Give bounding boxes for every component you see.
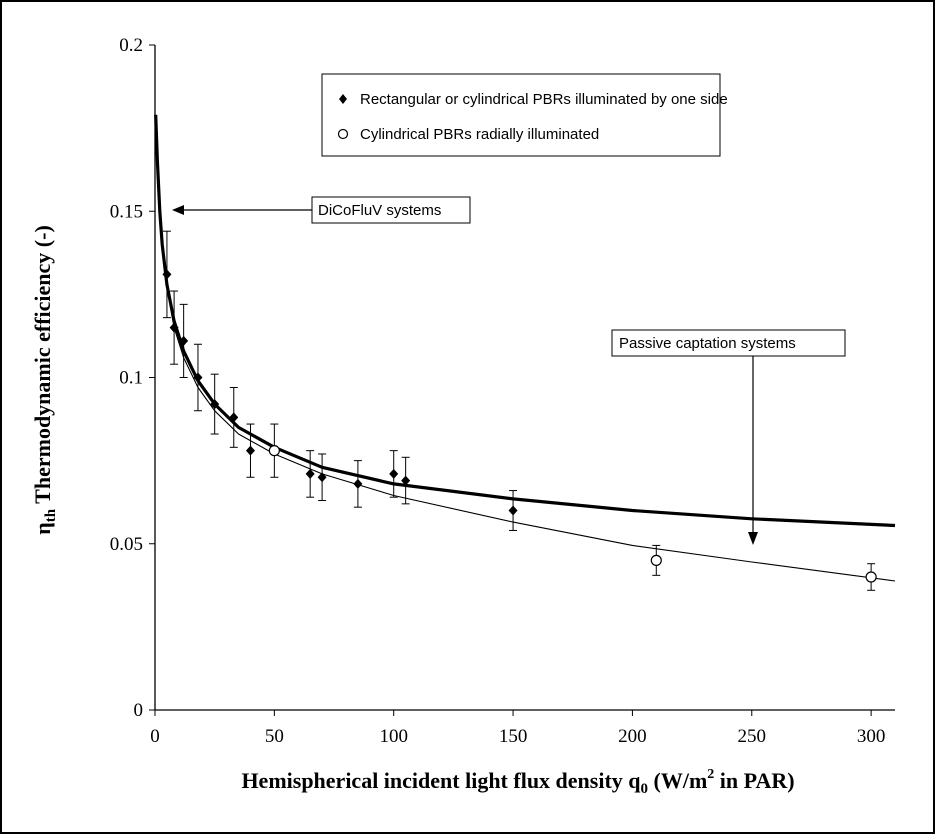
error-bars: [162, 230, 876, 591]
axes: [149, 44, 895, 716]
fit-curve-thick: [154, 114, 896, 528]
x-axis-title: Hemispherical incident light flux densit…: [241, 767, 794, 797]
x-tick-label: 200: [618, 726, 647, 747]
x-tick-label: 0: [150, 726, 160, 747]
x-tick-label: 250: [738, 726, 767, 747]
y-tick-label: 0: [134, 700, 144, 721]
data-points: [162, 269, 877, 583]
data-point-diamond: [179, 335, 189, 346]
x-tick-label: 100: [379, 726, 408, 747]
data-point-diamond: [317, 472, 327, 483]
annotation-dicofluv-label: DiCoFluV systems: [318, 202, 441, 219]
legend-box: [321, 73, 721, 157]
data-point-diamond: [401, 475, 411, 486]
legend: Rectangular or cylindrical PBRs illumina…: [321, 73, 728, 157]
annotation-dicofluv: DiCoFluV systems: [172, 196, 471, 224]
data-point-diamond: [305, 468, 315, 479]
data-point-diamond: [162, 269, 172, 280]
x-tick-label: 300: [857, 726, 886, 747]
data-point-circle: [865, 571, 877, 583]
x-tick-label: 50: [265, 726, 284, 747]
data-point-diamond: [169, 322, 179, 333]
y-tick-label: 0.2: [119, 35, 143, 56]
annotation-passive-label: Passive captation systems: [619, 335, 796, 352]
annotation-passive-arrowhead: [748, 532, 758, 545]
data-point-diamond: [353, 478, 363, 489]
data-point-diamond: [389, 468, 399, 479]
data-point-diamond: [245, 445, 255, 456]
data-point-diamond: [508, 505, 518, 516]
y-axis-title: ηth Thermodynamic efficiency (-): [30, 225, 59, 535]
annotation-passive-box: [611, 329, 846, 357]
y-tick-label: 0.1: [119, 368, 143, 389]
annotation-dicofluv-arrowhead: [172, 205, 184, 215]
annotation-dicofluv-box: [311, 196, 471, 224]
annotation-passive: Passive captation systems: [611, 329, 846, 545]
data-point-diamond: [229, 412, 239, 423]
legend-marker-diamond: [339, 94, 347, 104]
data-point-circle: [268, 445, 280, 457]
x-tick-label: 150: [499, 726, 528, 747]
legend-marker-circle: [337, 128, 349, 140]
data-point-diamond: [210, 399, 220, 410]
y-tick-label: 0.05: [110, 534, 143, 555]
data-point-circle: [650, 554, 662, 566]
data-point-diamond: [193, 372, 203, 383]
legend-label-series-1: Rectangular or cylindrical PBRs illumina…: [360, 91, 728, 108]
legend-label-series-2: Cylindrical PBRs radially illuminated: [360, 126, 599, 143]
tick-labels: 0 50 100 150 200 250 300 0 0.05 0.1 0.15 0.2: [110, 35, 886, 747]
y-tick-label: 0.15: [110, 201, 143, 222]
